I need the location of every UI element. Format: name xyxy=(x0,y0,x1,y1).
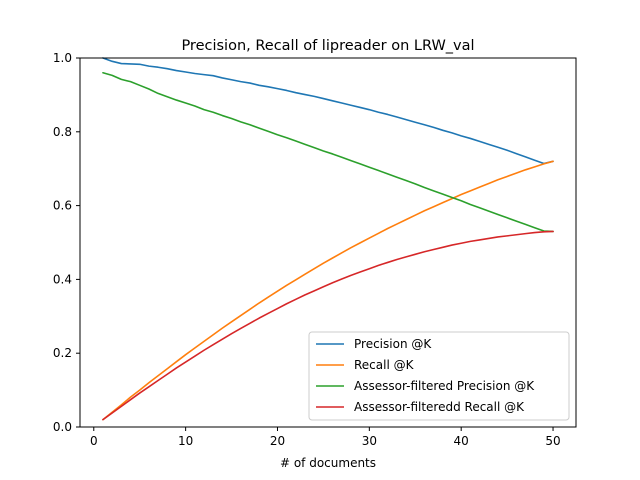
y-tick-label: 0.6 xyxy=(53,199,72,213)
x-axis: 0 10 20 30 40 50 xyxy=(90,427,561,448)
legend-label-4: Assessor-filteredd Recall @K xyxy=(354,400,525,414)
legend-entries: Precision @K Recall @K Assessor-filtered P… xyxy=(316,337,535,414)
x-tick-label: 30 xyxy=(362,434,377,448)
series-line-2 xyxy=(102,160,554,421)
legend: Precision @K Recall @K Assessor-filtered P… xyxy=(308,331,570,421)
y-tick-label: 0.0 xyxy=(53,420,72,434)
y-axis: 0.0 0.2 0.4 0.6 0.8 1.0 xyxy=(53,51,80,434)
x-tick-label: 0 xyxy=(90,434,98,448)
y-tick-label: 0.2 xyxy=(53,346,72,360)
legend-label-3: Assessor-filtered Precision @K xyxy=(354,379,535,393)
legend-box xyxy=(308,331,570,421)
x-axis-label: # of documents xyxy=(280,456,376,470)
x-tick-label: 40 xyxy=(454,434,469,448)
legend-label-2: Recall @K xyxy=(354,358,415,372)
series-layer xyxy=(102,57,554,421)
plot-frame xyxy=(79,57,577,428)
series-line-1 xyxy=(102,57,554,165)
x-tick-label: 10 xyxy=(178,434,193,448)
x-tick-label: 50 xyxy=(545,434,560,448)
series-line-4 xyxy=(102,230,554,421)
chart-title: Precision, Recall of lipreader on LRW_va… xyxy=(181,38,474,54)
y-tick-label: 0.8 xyxy=(53,125,72,139)
x-tick-label: 20 xyxy=(270,434,285,448)
legend-label-1: Precision @K xyxy=(354,337,432,351)
y-tick-label: 0.4 xyxy=(53,272,72,286)
y-tick-label: 1.0 xyxy=(53,51,72,65)
series-line-3 xyxy=(102,71,554,233)
